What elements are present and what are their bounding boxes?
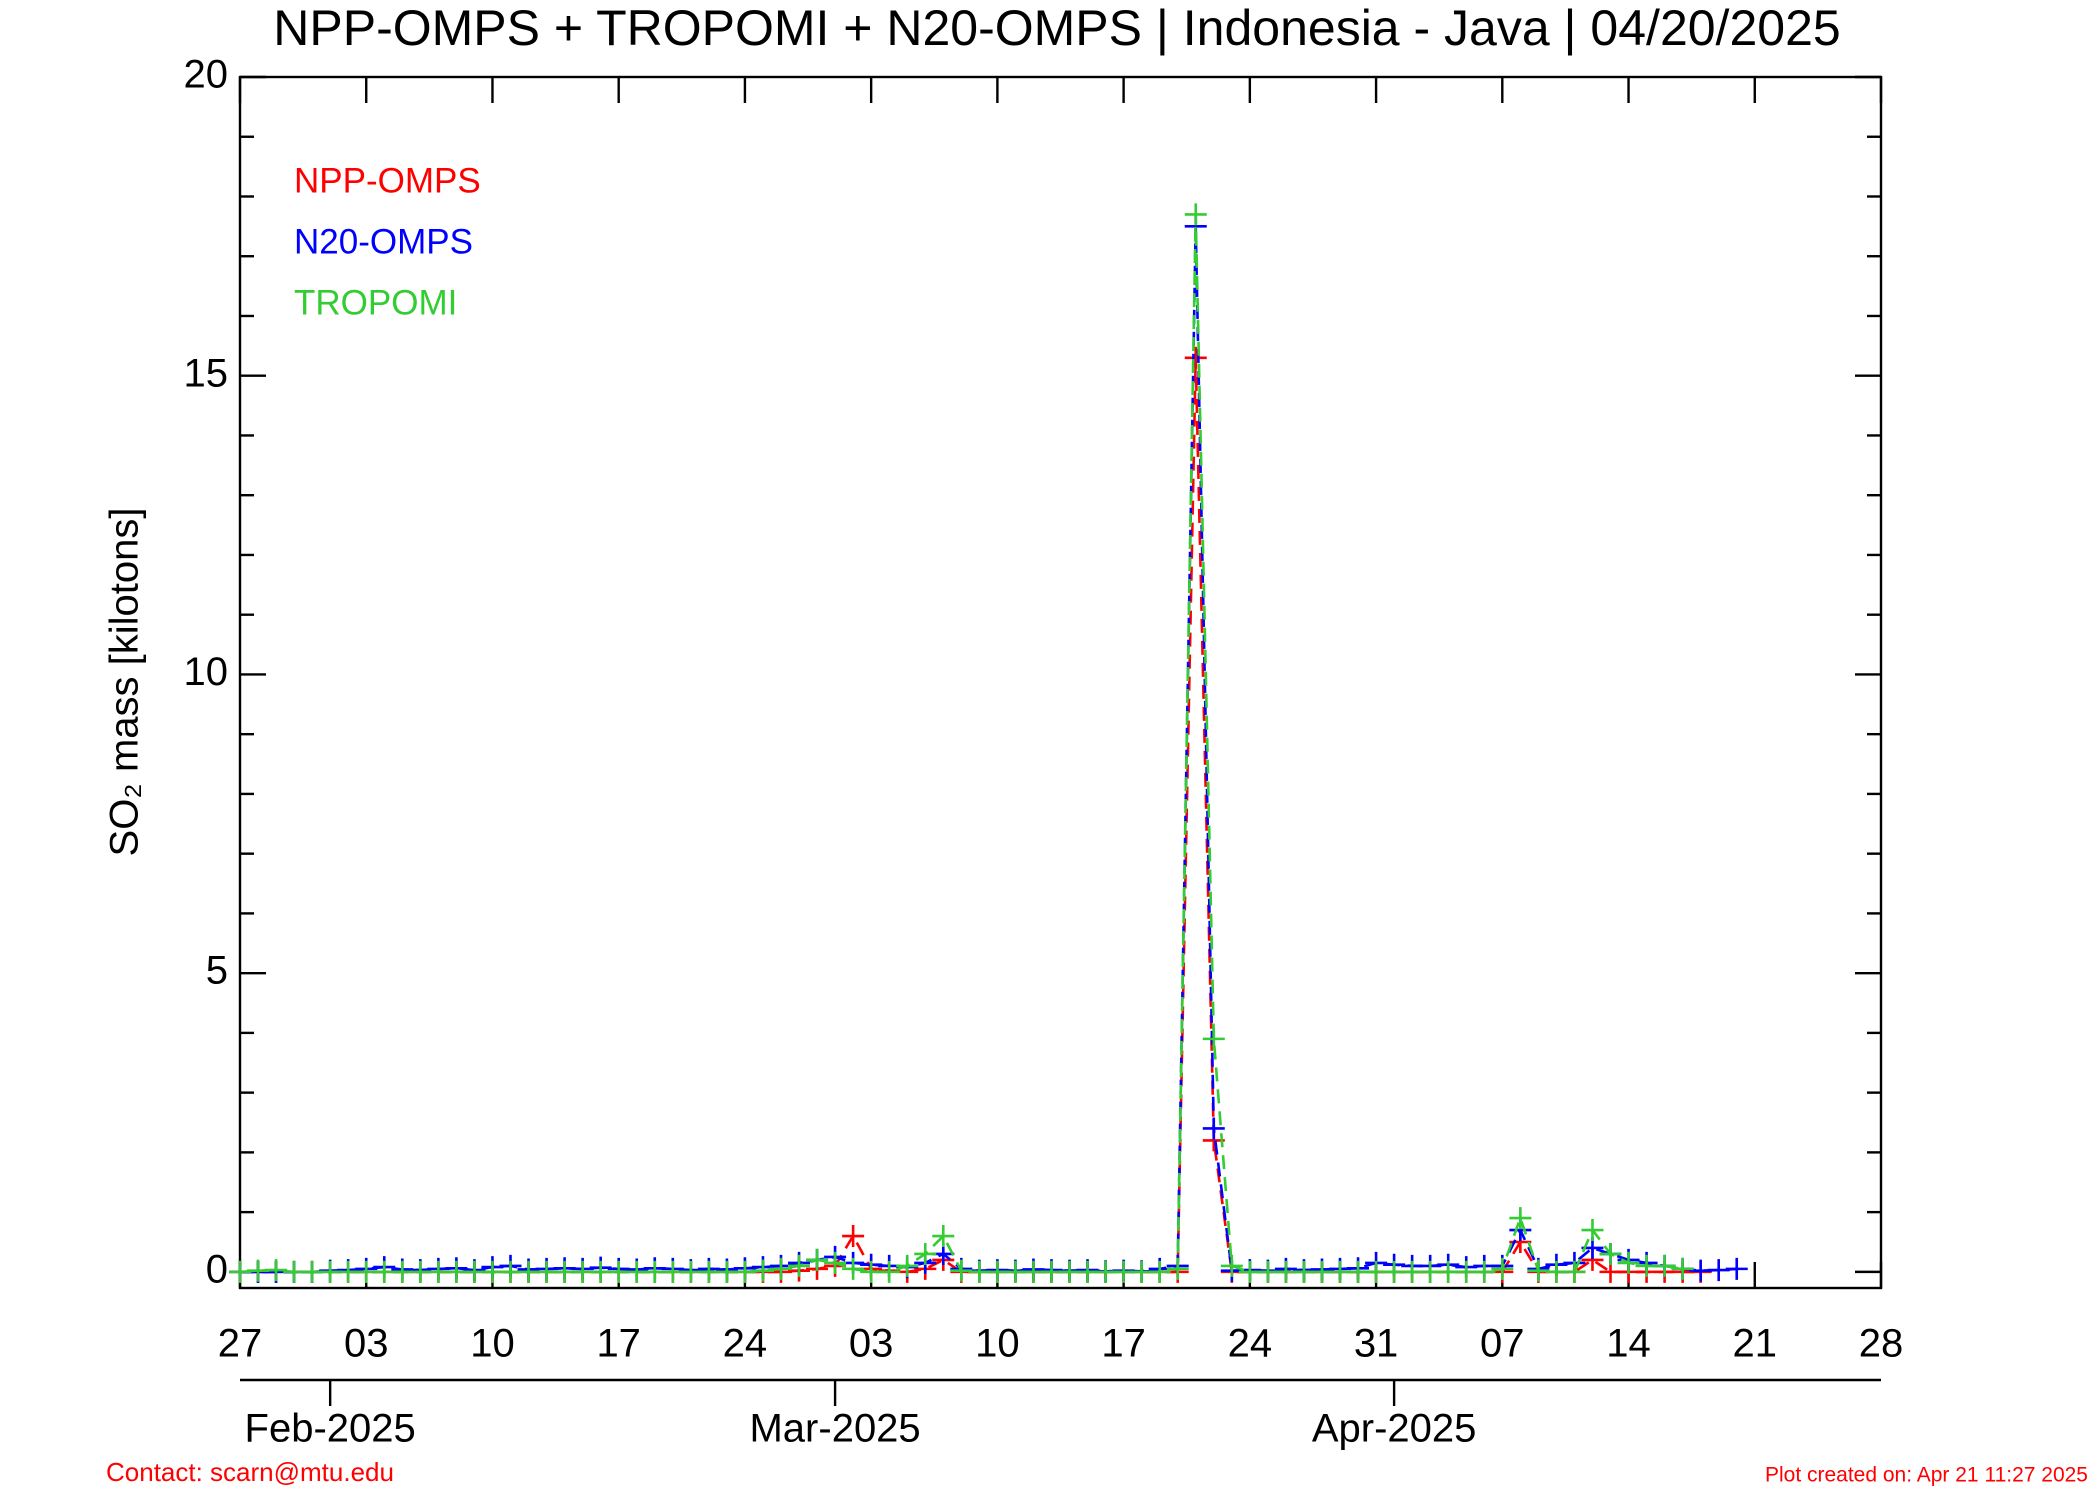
created-note: Plot created on: Apr 21 11:27 2025 (1765, 1464, 2088, 1487)
point-marker (932, 1225, 955, 1248)
y-tick-label: 10 (184, 650, 229, 694)
x-tick-label: 10 (470, 1322, 515, 1366)
point-marker (1184, 346, 1207, 369)
series-line (240, 226, 1737, 1274)
x-tick-label: 10 (975, 1322, 1020, 1366)
point-marker (1599, 1242, 1622, 1265)
point-marker (1563, 1260, 1586, 1283)
series-line (240, 357, 1701, 1274)
point-marker (1653, 1254, 1676, 1277)
point-marker (751, 1259, 774, 1282)
x-tick-label: 24 (723, 1322, 768, 1366)
point-marker (842, 1225, 865, 1248)
x-tick-label: 14 (1606, 1322, 1651, 1366)
point-marker (1202, 1027, 1225, 1050)
point-marker (806, 1248, 829, 1271)
month-label: Feb-2025 (245, 1407, 416, 1451)
month-label: Apr-2025 (1312, 1407, 1477, 1451)
legend-entry: N20-OMPS (294, 222, 473, 261)
point-marker (1581, 1219, 1604, 1242)
point-marker (914, 1242, 937, 1265)
point-marker (1671, 1257, 1694, 1280)
point-marker (1509, 1207, 1532, 1230)
contact: Contact: scarn@mtu.edu (106, 1457, 394, 1487)
point-marker (1148, 1260, 1171, 1283)
y-tick-label: 5 (206, 949, 228, 993)
x-tick-label: 17 (1101, 1322, 1146, 1366)
x-tick-label: 31 (1354, 1322, 1399, 1366)
point-marker (1725, 1257, 1748, 1280)
y-tick-label: 0 (206, 1247, 228, 1291)
x-tick-label: 17 (596, 1322, 641, 1366)
point-marker (1166, 1257, 1189, 1280)
point-marker (1202, 1117, 1225, 1140)
point-marker (788, 1254, 811, 1277)
point-marker (769, 1257, 792, 1280)
x-tick-label: 03 (344, 1322, 389, 1366)
chart-title: NPP-OMPS + TROPOMI + N20-OMPS | Indonesi… (273, 0, 1840, 56)
x-tick-label: 03 (849, 1322, 894, 1366)
month-label: Mar-2025 (749, 1407, 920, 1451)
point-marker (1184, 203, 1207, 226)
point-marker (1473, 1260, 1496, 1283)
point-marker (878, 1260, 901, 1283)
x-tick-label: 27 (218, 1322, 263, 1366)
series-line (239, 214, 1683, 1274)
y-tick-label: 15 (184, 351, 229, 395)
plot-frame (238, 75, 1883, 1290)
y-tick-label: 20 (184, 53, 229, 97)
x-tick-label: 21 (1733, 1322, 1778, 1366)
x-tick-label: 28 (1859, 1322, 1904, 1366)
legend-entry: TROPOMI (294, 283, 457, 322)
point-marker (1617, 1251, 1640, 1274)
legend-entry: NPP-OMPS (294, 161, 481, 200)
point-marker (842, 1257, 865, 1280)
x-tick-label: 07 (1480, 1322, 1525, 1366)
point-marker (265, 1259, 288, 1282)
point-marker (1491, 1257, 1514, 1280)
point-marker (1220, 1254, 1243, 1277)
x-tick-label: 24 (1228, 1322, 1273, 1366)
y-axis-label: SO₂ mass [kilotons] (103, 508, 147, 857)
point-marker (896, 1254, 919, 1277)
point-marker (824, 1251, 847, 1274)
